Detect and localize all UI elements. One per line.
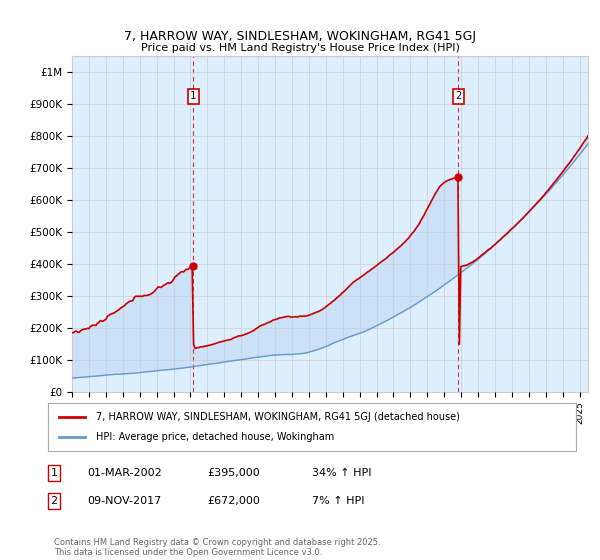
Text: 01-MAR-2002: 01-MAR-2002 (87, 468, 162, 478)
Text: 2: 2 (455, 91, 461, 101)
Text: 1: 1 (190, 91, 196, 101)
Text: 09-NOV-2017: 09-NOV-2017 (87, 496, 161, 506)
Text: HPI: Average price, detached house, Wokingham: HPI: Average price, detached house, Woki… (95, 432, 334, 442)
Text: £395,000: £395,000 (207, 468, 260, 478)
Text: 34% ↑ HPI: 34% ↑ HPI (312, 468, 371, 478)
Text: £672,000: £672,000 (207, 496, 260, 506)
Text: Contains HM Land Registry data © Crown copyright and database right 2025.
This d: Contains HM Land Registry data © Crown c… (54, 538, 380, 557)
Text: 1: 1 (50, 468, 58, 478)
Text: Price paid vs. HM Land Registry's House Price Index (HPI): Price paid vs. HM Land Registry's House … (140, 43, 460, 53)
Text: 7% ↑ HPI: 7% ↑ HPI (312, 496, 365, 506)
Text: 7, HARROW WAY, SINDLESHAM, WOKINGHAM, RG41 5GJ (detached house): 7, HARROW WAY, SINDLESHAM, WOKINGHAM, RG… (95, 412, 460, 422)
Text: 7, HARROW WAY, SINDLESHAM, WOKINGHAM, RG41 5GJ: 7, HARROW WAY, SINDLESHAM, WOKINGHAM, RG… (124, 30, 476, 43)
Text: 2: 2 (50, 496, 58, 506)
